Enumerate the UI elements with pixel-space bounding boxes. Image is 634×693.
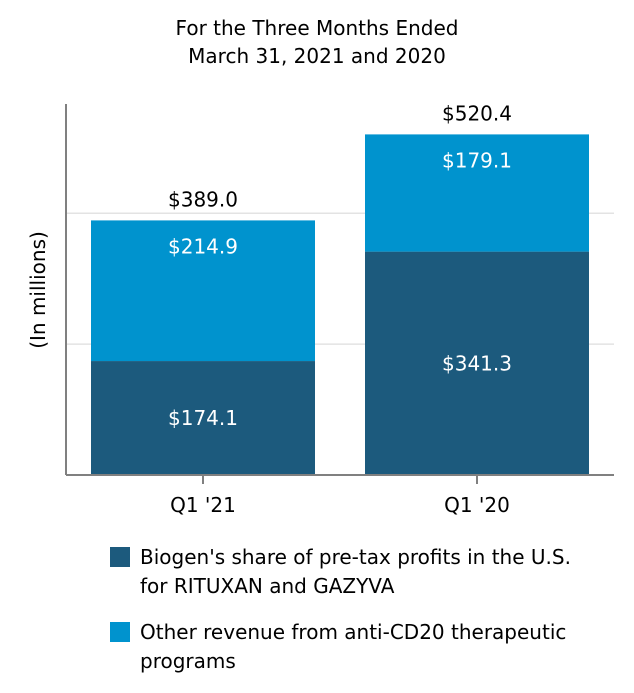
legend-label-line-2: for RITUXAN and GAZYVA <box>140 574 395 598</box>
legend-label-line-1: Biogen's share of pre-tax profits in the… <box>140 545 571 569</box>
chart-title-line-1: For the Three Months Ended <box>175 16 459 40</box>
bar-segment-other-revenue <box>91 220 315 362</box>
legend-swatch-light-blue <box>110 622 130 642</box>
x-tick-label: Q1 '21 <box>170 493 236 517</box>
bar-segment-label: $179.1 <box>442 148 512 172</box>
legend-item-other-revenue: Other revenue from anti-CD20 therapeutic… <box>110 618 630 676</box>
bar-segment-label: $214.9 <box>168 234 238 258</box>
stacked-bar-chart: $174.1 $214.9 $389.0 Q1 '21 $341.3 $179.1 $520… <box>26 101 614 517</box>
bar-segment-biogen-share <box>365 251 589 475</box>
legend-label-line-1: Other revenue from anti-CD20 therapeutic <box>140 620 567 644</box>
legend-item-biogen-share: Biogen's share of pre-tax profits in the… <box>110 543 630 601</box>
y-axis-label: (In millions) <box>26 231 50 349</box>
legend-swatch-dark-blue <box>110 547 130 567</box>
bar-total-label: $389.0 <box>168 187 238 211</box>
bar-segment-biogen-share <box>91 361 315 475</box>
bar-segment-label: $174.1 <box>168 406 238 430</box>
bar-total-label: $520.4 <box>442 101 512 125</box>
chart-title-line-2: March 31, 2021 and 2020 <box>188 44 446 68</box>
legend-label-line-2: programs <box>140 649 236 673</box>
legend: Biogen's share of pre-tax profits in the… <box>110 543 630 693</box>
bar-segment-other-revenue <box>365 134 589 252</box>
bar-segment-label: $341.3 <box>442 351 512 375</box>
x-tick-label: Q1 '20 <box>444 493 510 517</box>
